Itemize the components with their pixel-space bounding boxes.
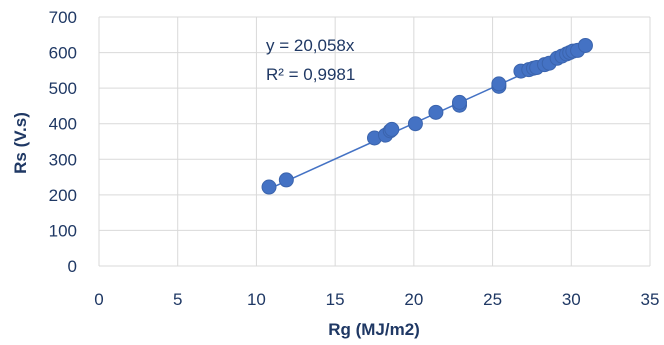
x-tick-label: 30 [562,290,581,309]
y-tick-label: 200 [49,186,77,205]
y-tick-label: 400 [49,115,77,134]
data-point [491,76,507,92]
grid-lines [98,16,651,267]
y-tick-label: 500 [49,79,77,98]
trendline-equation: y = 20,058x [266,36,355,55]
y-axis-title: Rs (V.s) [11,112,30,174]
x-tick-label: 15 [326,290,345,309]
data-point [261,179,277,195]
x-tick-label: 35 [641,290,660,309]
data-point [384,121,400,137]
data-point [452,94,468,110]
y-tick-label: 600 [49,44,77,63]
data-point [428,104,444,120]
x-tick-label: 25 [483,290,502,309]
x-tick-label: 20 [404,290,423,309]
x-axis-title: Rg (MJ/m2) [328,320,420,339]
y-tick-label: 700 [49,8,77,27]
data-points [261,37,593,195]
r-squared-label: R² = 0,9981 [266,65,355,84]
data-point [278,172,294,188]
data-point [577,37,593,53]
x-tick-label: 10 [247,290,266,309]
x-tick-label: 0 [94,290,103,309]
data-point [407,116,423,132]
y-tick-label: 300 [49,150,77,169]
x-axis-ticks: 0 5 10 15 20 25 30 35 [94,290,659,309]
x-tick-label: 5 [173,290,182,309]
y-tick-label: 0 [68,257,77,276]
y-tick-label: 100 [49,221,77,240]
y-axis-ticks: 0 100 200 300 400 500 600 700 [49,8,77,276]
